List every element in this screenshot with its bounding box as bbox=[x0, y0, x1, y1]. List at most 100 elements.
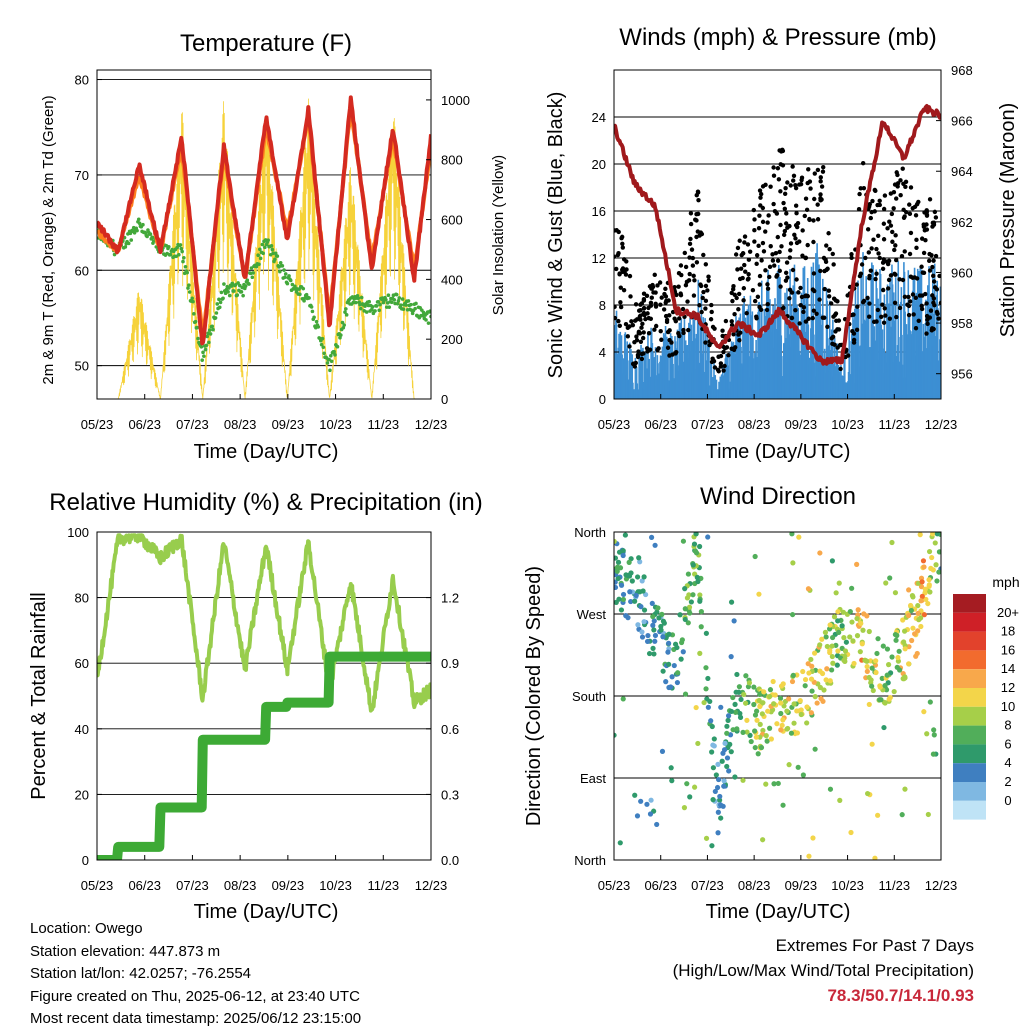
gust-point bbox=[867, 301, 872, 306]
dewpoint-point bbox=[251, 271, 255, 275]
gust-point bbox=[861, 185, 867, 191]
wind-direction-point bbox=[693, 550, 700, 556]
gust-point bbox=[687, 271, 692, 277]
gust-point bbox=[860, 161, 866, 166]
gust-point bbox=[818, 198, 823, 203]
wind-direction-point bbox=[910, 594, 916, 600]
gust-point bbox=[631, 361, 636, 366]
gust-point bbox=[683, 283, 689, 288]
wind-direction-point bbox=[806, 670, 812, 676]
gust-point bbox=[754, 253, 760, 258]
winds-xtick-label: 11/23 bbox=[878, 417, 910, 432]
wind-direction-point bbox=[740, 777, 746, 783]
gust-point bbox=[731, 347, 737, 352]
gust-point bbox=[770, 258, 776, 263]
wind-direction-point bbox=[715, 830, 721, 836]
wind-direction-point bbox=[827, 649, 833, 656]
gust-point bbox=[752, 298, 758, 304]
gust-point bbox=[755, 294, 761, 300]
dewpoint-point bbox=[342, 323, 346, 327]
gust-point bbox=[861, 300, 866, 305]
wind-direction-point bbox=[728, 654, 734, 660]
gust-point bbox=[776, 177, 782, 182]
gust-point bbox=[667, 313, 672, 318]
gust-point bbox=[729, 290, 734, 296]
wind-direction-point bbox=[693, 704, 699, 711]
wind-direction-point bbox=[774, 721, 780, 727]
gust-point bbox=[831, 262, 836, 267]
gust-point bbox=[793, 203, 799, 208]
gust-point bbox=[644, 346, 650, 351]
wind-direction-point bbox=[697, 650, 703, 656]
wind-direction-point bbox=[682, 606, 688, 612]
dewpoint-point bbox=[187, 283, 191, 287]
wind-direction-point bbox=[665, 649, 671, 655]
gust-point bbox=[873, 276, 878, 282]
gust-point bbox=[857, 191, 862, 197]
direction-ytick-label: South bbox=[572, 689, 606, 704]
temperature-xtick-label: 12/23 bbox=[415, 417, 448, 432]
gust-point bbox=[770, 252, 775, 257]
gust-point bbox=[767, 264, 773, 270]
wind-direction-point bbox=[780, 717, 786, 723]
gust-point bbox=[650, 284, 656, 290]
total-rainfall-line bbox=[97, 651, 431, 860]
wind-direction-point bbox=[812, 694, 818, 700]
gust-point bbox=[877, 202, 882, 208]
gust-point bbox=[793, 236, 798, 241]
wind-direction-point bbox=[682, 616, 688, 623]
gust-point bbox=[818, 175, 823, 180]
gust-point bbox=[710, 356, 715, 361]
dewpoint-point bbox=[207, 328, 212, 332]
gust-point bbox=[818, 192, 823, 197]
wind-direction-point bbox=[646, 650, 653, 657]
gust-point bbox=[783, 221, 789, 226]
wind-direction-point bbox=[923, 596, 929, 602]
wind-direction-point bbox=[882, 682, 888, 689]
gust-point bbox=[729, 322, 735, 328]
dewpoint-point bbox=[356, 296, 361, 300]
gust-point bbox=[891, 189, 897, 195]
dewpoint-point bbox=[287, 274, 291, 278]
dewpoint-point bbox=[205, 334, 210, 339]
dewpoint-point bbox=[288, 278, 293, 283]
wind-direction-point bbox=[860, 627, 866, 633]
wind-direction-point bbox=[635, 622, 641, 628]
wind-direction-point bbox=[754, 717, 760, 723]
wind-direction-point bbox=[690, 562, 696, 568]
wind-direction-point bbox=[893, 637, 899, 643]
gust-point bbox=[658, 328, 663, 334]
gust-point bbox=[821, 165, 826, 170]
dewpoint-point bbox=[394, 292, 399, 297]
dewpoint-point bbox=[373, 309, 377, 313]
humidity-xtick-label: 10/23 bbox=[319, 878, 352, 893]
gust-point bbox=[785, 275, 790, 280]
temperature-plot-area bbox=[97, 95, 431, 399]
gust-point bbox=[903, 184, 908, 190]
gust-point bbox=[757, 213, 762, 218]
temperature-y2tick-label: 200 bbox=[441, 332, 463, 347]
wind-direction-point bbox=[690, 592, 696, 598]
gust-point bbox=[812, 196, 817, 202]
wind-direction-point bbox=[703, 686, 709, 692]
gust-point bbox=[902, 294, 908, 300]
wind-direction-point bbox=[810, 835, 816, 841]
wind-direction-point bbox=[744, 717, 750, 723]
temperature-xtick-label: 10/23 bbox=[319, 417, 352, 432]
wind-direction-point bbox=[639, 634, 646, 640]
wind-direction-point bbox=[789, 532, 795, 537]
gust-point bbox=[794, 211, 799, 216]
station-latlon: Station lat/lon: 42.0257; -76.2554 bbox=[30, 965, 252, 982]
humidity-y2tick-label: 0.9 bbox=[441, 656, 459, 671]
dewpoint-point bbox=[387, 305, 392, 309]
dewpoint-point bbox=[135, 228, 139, 233]
gust-point bbox=[931, 300, 936, 305]
dewpoint-point bbox=[404, 303, 408, 307]
gust-point bbox=[765, 286, 771, 291]
colorbar-label: 12 bbox=[1001, 680, 1015, 695]
wind-direction-point bbox=[796, 534, 802, 540]
dewpoint-point bbox=[396, 299, 401, 303]
wind-direction-point bbox=[812, 650, 818, 656]
wind-direction-point bbox=[900, 617, 906, 623]
extremes-subheading: (High/Low/Max Wind/Total Precipitation) bbox=[672, 961, 974, 980]
